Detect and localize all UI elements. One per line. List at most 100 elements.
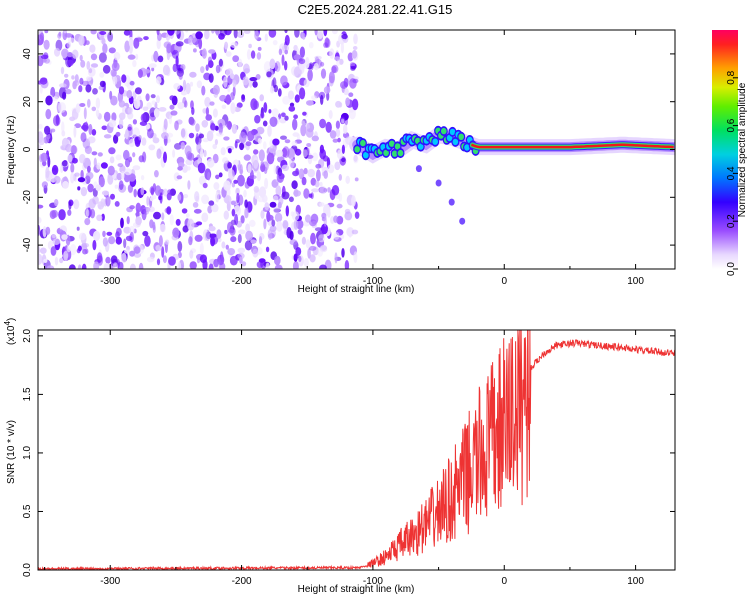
noise-blob xyxy=(62,181,69,189)
noise-blob xyxy=(351,49,358,59)
noise-blob xyxy=(291,211,300,221)
noise-blob xyxy=(101,125,108,131)
noise-blob xyxy=(51,234,57,239)
noise-blob xyxy=(77,245,82,252)
noise-blob xyxy=(282,95,291,105)
x-tick-label: -100 xyxy=(363,576,383,587)
noise-blob xyxy=(98,204,102,210)
noise-blob xyxy=(308,193,313,198)
noise-blob xyxy=(132,152,136,158)
noise-blob xyxy=(294,148,302,156)
noise-blob xyxy=(212,84,220,95)
noise-blob xyxy=(237,233,242,244)
noise-blob xyxy=(164,239,170,245)
y-tick-label: 0.5 xyxy=(22,504,33,518)
noise-blob xyxy=(156,76,162,85)
noise-blob xyxy=(154,170,159,178)
noise-blob xyxy=(293,254,299,260)
noise-blob xyxy=(66,245,71,253)
noise-blob xyxy=(135,216,142,226)
noise-blob xyxy=(114,201,120,207)
noise-blob xyxy=(51,164,59,176)
noise-blob xyxy=(243,30,251,34)
noise-blob xyxy=(320,68,327,79)
noise-blob xyxy=(312,152,319,162)
noise-blob xyxy=(128,138,136,148)
noise-blob xyxy=(143,69,151,74)
ridge-blob-core xyxy=(397,149,404,157)
noise-blob xyxy=(86,60,91,70)
noise-blob xyxy=(112,262,118,269)
noise-blob xyxy=(108,119,117,128)
noise-blob xyxy=(215,30,220,36)
noise-blob xyxy=(223,180,231,191)
noise-blob xyxy=(103,111,111,122)
noise-blob xyxy=(115,236,123,245)
noise-blob xyxy=(80,169,84,180)
noise-blob xyxy=(198,133,204,139)
noise-blob xyxy=(106,231,113,236)
noise-blob xyxy=(101,38,106,45)
noise-blob xyxy=(239,131,247,144)
ridge-blob-core xyxy=(432,138,439,145)
noise-blob xyxy=(63,250,69,261)
noise-blob xyxy=(167,30,175,36)
noise-blob xyxy=(268,30,277,38)
noise-blob xyxy=(140,175,145,181)
noise-blob xyxy=(315,163,322,169)
noise-blob xyxy=(242,76,249,86)
noise-blob xyxy=(232,79,237,88)
x-tick-label: 0 xyxy=(501,276,507,287)
noise-blob xyxy=(102,43,108,54)
noise-blob xyxy=(87,183,94,193)
noise-blob xyxy=(120,217,124,229)
noise-blob xyxy=(254,30,259,40)
ridge-blob-core xyxy=(464,144,470,151)
noise-blob xyxy=(341,118,345,124)
noise-blob xyxy=(67,154,73,163)
noise-blob xyxy=(98,52,107,63)
noise-blob xyxy=(206,130,214,142)
noise-blob xyxy=(121,74,127,83)
noise-blob xyxy=(193,208,202,214)
noise-blob xyxy=(90,53,98,61)
noise-blob xyxy=(353,154,358,162)
noise-blob xyxy=(208,73,214,83)
noise-blob xyxy=(129,225,135,235)
noise-blob xyxy=(335,128,341,138)
noise-blob xyxy=(329,48,335,59)
noise-blob xyxy=(294,30,300,38)
chart-title: C2E5.2024.281.22.41.G15 xyxy=(297,2,453,17)
noise-blob xyxy=(138,155,145,163)
noise-blob xyxy=(201,48,207,59)
noise-blob xyxy=(111,112,117,122)
noise-blob xyxy=(110,193,115,200)
noise-blob xyxy=(271,219,276,227)
noise-blob xyxy=(319,202,325,207)
noise-blob xyxy=(304,214,312,223)
noise-blob xyxy=(142,106,149,111)
noise-blob xyxy=(291,180,298,190)
noise-blob xyxy=(74,123,82,129)
noise-blob xyxy=(246,49,251,60)
noise-blob xyxy=(216,132,224,137)
noise-blob xyxy=(301,32,306,40)
noise-blob xyxy=(187,219,195,231)
noise-blob xyxy=(216,193,222,200)
noise-blob xyxy=(161,132,169,140)
noise-blob xyxy=(108,147,116,155)
noise-blob xyxy=(305,128,314,138)
noise-blob xyxy=(237,252,245,260)
noise-blob xyxy=(231,208,236,217)
noise-blob xyxy=(78,232,87,241)
noise-blob xyxy=(234,106,241,113)
noise-blob xyxy=(169,214,174,226)
noise-blob xyxy=(218,122,223,135)
noise-blob xyxy=(244,240,253,251)
noise-blob xyxy=(291,140,298,147)
snr-y-label: SNR (10 * v/v) xyxy=(6,420,17,484)
noise-blob xyxy=(327,187,331,193)
noise-blob xyxy=(187,166,191,171)
noise-blob xyxy=(323,86,331,94)
noise-blob xyxy=(71,157,78,164)
